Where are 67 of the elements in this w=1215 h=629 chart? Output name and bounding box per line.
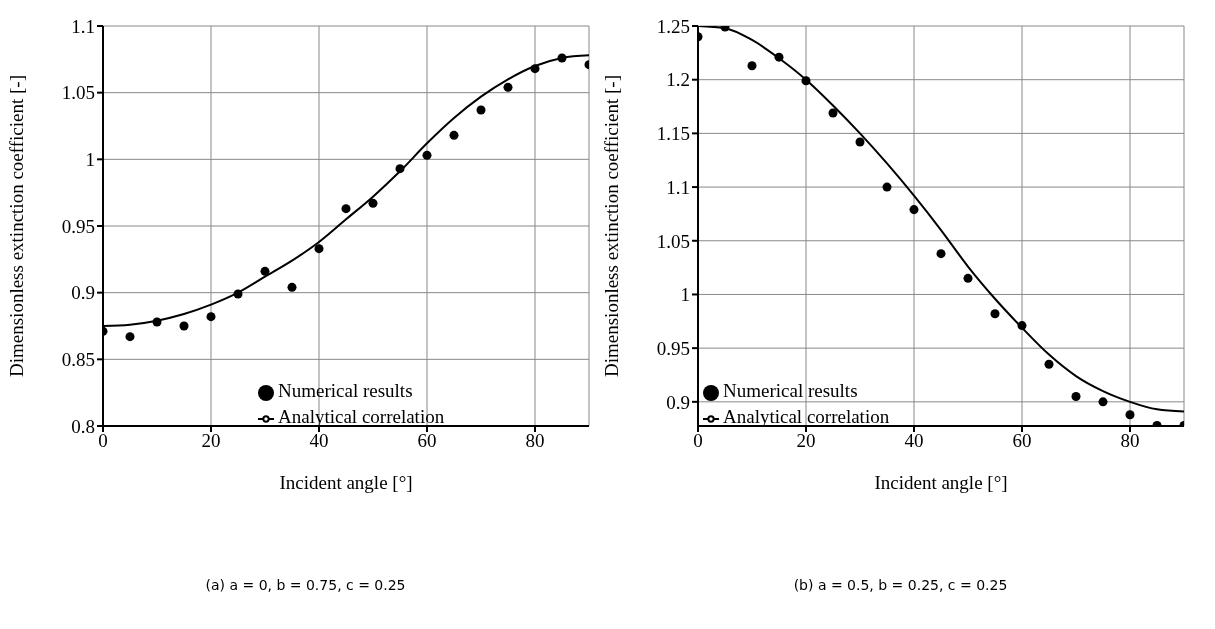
y-tick-label: 1 (85, 149, 95, 171)
y-tick-label: 0.8 (71, 415, 95, 437)
legend-label: Analytical correlation (278, 406, 445, 427)
y-tick-label: 0.85 (61, 349, 95, 371)
y-tick-label: 0.95 (656, 337, 690, 359)
point (1098, 397, 1108, 407)
point (1125, 410, 1135, 420)
text: (a) a = 0, b = 0.75, c = 0.25 (204, 577, 407, 593)
point (449, 130, 459, 140)
y-tick-label: 1.1 (71, 15, 95, 37)
legend-label: Numerical results (723, 380, 858, 401)
x-tick-label: 0 (693, 430, 703, 452)
point (801, 76, 811, 86)
point (206, 312, 216, 322)
y-tick-label: 1.2 (666, 69, 690, 91)
point (747, 61, 757, 71)
point (990, 309, 1000, 319)
y-tick-label: 1.25 (656, 15, 690, 37)
y-tick-label: 1.05 (61, 82, 95, 104)
point (855, 137, 865, 147)
y-tick-label: 0.95 (61, 215, 95, 237)
point (260, 266, 270, 276)
point (530, 64, 540, 74)
point (882, 182, 892, 192)
x-axis-title: Incident angle [°] (874, 472, 1008, 493)
point (314, 244, 324, 254)
point (936, 249, 946, 259)
x-tick-label: 80 (525, 430, 545, 452)
point (422, 150, 432, 160)
y-tick-label: 1.1 (666, 176, 690, 198)
x-tick-label: 20 (796, 430, 816, 452)
point (152, 317, 162, 327)
y-axis-title: Dimensionless extinction coefficient [-] (600, 75, 622, 377)
x-tick-label: 60 (417, 430, 437, 452)
point (287, 282, 297, 292)
x-tick-label: 60 (1012, 430, 1032, 452)
legend-label: Analytical correlation (723, 406, 890, 427)
point (1017, 321, 1027, 331)
point (368, 198, 378, 208)
y-tick-label: 1.15 (656, 123, 690, 145)
x-tick-label: 0 (98, 430, 108, 452)
y-tick-label: 0.9 (666, 391, 690, 413)
point (503, 82, 513, 92)
x-tick-label: 20 (201, 430, 221, 452)
point (557, 53, 567, 63)
point (341, 204, 351, 214)
point (909, 205, 919, 215)
y-tick-label: 0.9 (71, 282, 95, 304)
point (125, 332, 135, 342)
legend-label: Numerical results (278, 380, 413, 401)
point (774, 52, 784, 62)
point (395, 164, 405, 174)
x-tick-label: 40 (904, 430, 924, 452)
point (233, 289, 243, 299)
point (476, 105, 486, 115)
x-tick-label: 80 (1120, 430, 1140, 452)
x-axis-title: Incident angle [°] (279, 472, 413, 493)
point (828, 108, 838, 118)
point (179, 321, 189, 331)
point (1071, 391, 1081, 401)
text: (b) a = 0.5, b = 0.25, c = 0.25 (792, 577, 1009, 593)
y-tick-label: 1.05 (656, 230, 690, 252)
y-tick-label: 1 (680, 284, 690, 306)
y-axis-title: Dimensionless extinction coefficient [-] (5, 75, 27, 377)
x-tick-label: 40 (309, 430, 329, 452)
point (1044, 359, 1054, 369)
point (963, 273, 973, 283)
